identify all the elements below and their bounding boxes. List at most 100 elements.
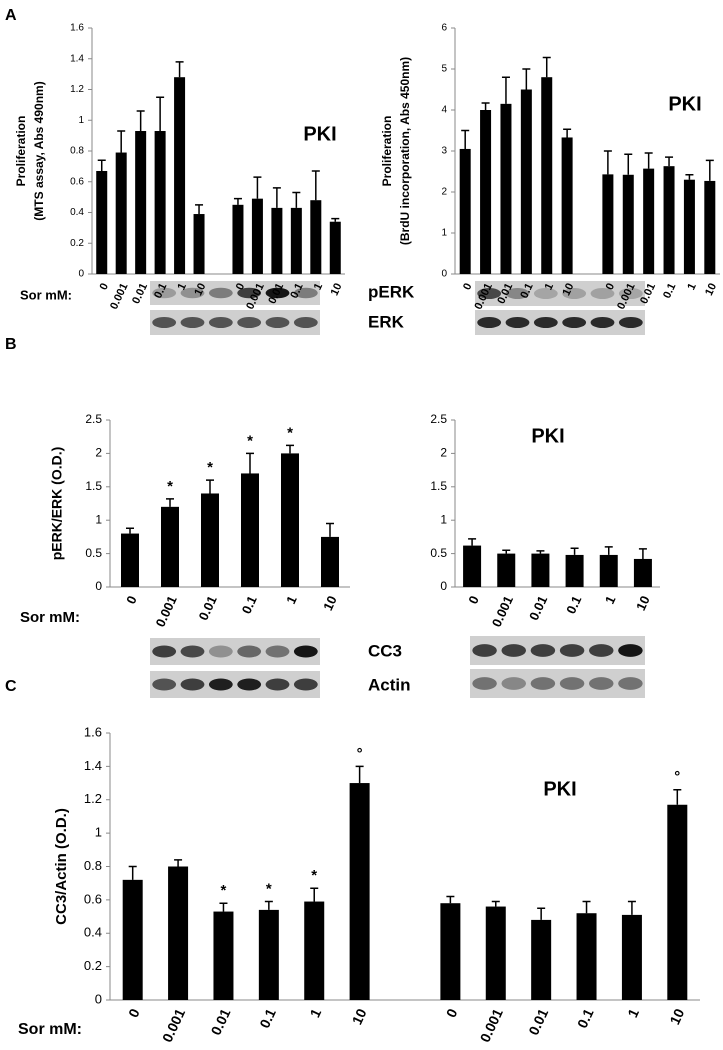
y-tick-label: 2 (95, 446, 102, 460)
x-tick-label: 1 (312, 281, 325, 292)
error-bar (522, 68, 531, 90)
blot-band (208, 317, 233, 328)
error-bar (253, 176, 262, 199)
x-tick-label: 0 (443, 1006, 461, 1020)
y-tick-label: 0 (78, 269, 84, 280)
y-tick-label: 1.6 (70, 23, 84, 34)
bar (154, 131, 166, 274)
annotation: PKI (543, 778, 576, 800)
x-tick-label: 0.1 (239, 593, 260, 616)
blot-band (237, 645, 262, 658)
x-tick-label: 10 (349, 1006, 370, 1027)
y-tick-label: 1.5 (430, 479, 447, 493)
x-tick-label: 0.1 (574, 1006, 597, 1031)
blot-band (618, 644, 643, 657)
y-tick-label: 2.5 (85, 412, 102, 426)
blot-band (618, 288, 643, 299)
error-bar (705, 159, 714, 181)
panel-label: A (5, 7, 17, 24)
bar (622, 174, 634, 274)
bar (531, 553, 550, 587)
error-bar (166, 498, 174, 507)
y-tick-label: 1 (441, 228, 447, 239)
x-tick-label: 1 (175, 281, 188, 292)
blot-band (208, 645, 233, 658)
x-tick-label: 10 (329, 281, 345, 297)
blot-band (533, 317, 558, 328)
x-tick-label: 1 (602, 593, 619, 606)
error-bar (246, 452, 254, 474)
y-tick-label: 1 (78, 115, 84, 126)
blot-band (559, 644, 585, 657)
y-axis-label: CC3/Actin (O.D.) (53, 808, 70, 925)
blot-band (152, 317, 177, 328)
blot (470, 669, 645, 698)
y-tick-label: 1 (440, 512, 447, 526)
significance-marker: * (221, 882, 227, 899)
error-bar (219, 902, 228, 912)
blot-band (590, 288, 615, 299)
x-tick-label: 0.01 (525, 1006, 551, 1038)
x-tick-label: 0 (461, 281, 474, 292)
x-tick-label: 0.01 (526, 593, 550, 622)
error-bar (311, 170, 320, 201)
error-bar (563, 128, 572, 138)
blot-band (208, 287, 233, 299)
x-tick-label: 10 (320, 593, 340, 612)
blot (475, 281, 645, 306)
y-axis-label: (BrdU incorporation, Abs 450nm) (398, 57, 412, 245)
blot-band (180, 317, 205, 328)
y-tick-label: 1.6 (84, 724, 102, 739)
y-tick-label: 1.5 (85, 479, 102, 493)
blot-band (505, 317, 530, 328)
bar (201, 493, 219, 587)
annotation: PKI (303, 123, 336, 145)
x-tick-label: 0.1 (563, 593, 584, 616)
y-tick-label: 5 (441, 64, 447, 75)
bar (704, 180, 716, 274)
y-axis-label: pERK/ERK (O.D.) (49, 447, 65, 561)
bar (667, 804, 688, 1000)
y-tick-label: 0.2 (70, 238, 84, 249)
annotation: PKI (668, 93, 701, 115)
x-tick-label: 0 (234, 281, 247, 292)
blot-band (293, 678, 318, 691)
error-bar (272, 187, 281, 208)
blot-band (265, 645, 290, 658)
blot-band (265, 678, 290, 691)
blot (470, 636, 645, 665)
bar (271, 207, 283, 274)
y-tick-label: 0 (95, 991, 102, 1006)
bar (663, 166, 675, 274)
significance-marker: * (207, 459, 213, 476)
error-bar (446, 895, 455, 904)
bar (633, 558, 652, 587)
x-tick-label: 0 (465, 593, 482, 606)
bar (321, 536, 339, 587)
x-tick-label: 0.1 (518, 281, 535, 300)
bar (241, 473, 259, 587)
bar (349, 783, 370, 1000)
blot (150, 310, 320, 335)
y-tick-label: 0.5 (430, 546, 447, 560)
x-axis-label: Sor mM: (18, 1021, 82, 1038)
error-bar (195, 204, 204, 215)
error-bar (175, 61, 184, 78)
bar (213, 911, 234, 1000)
blot-band (237, 678, 262, 691)
y-tick-label: 2.5 (430, 412, 447, 426)
x-tick-label: 0 (98, 281, 111, 292)
y-tick-label: 2 (440, 446, 447, 460)
blot-band (293, 317, 318, 328)
bar (576, 913, 597, 1000)
blot-band (472, 644, 497, 657)
bar (602, 174, 614, 274)
error-bar (292, 191, 301, 208)
blot-band (530, 677, 556, 690)
significance-marker: * (266, 881, 272, 898)
x-tick-label: 10 (633, 593, 653, 612)
blot-band (501, 644, 526, 657)
y-axis-label: Proliferation (380, 116, 394, 187)
blot-label: pERK (368, 282, 415, 301)
